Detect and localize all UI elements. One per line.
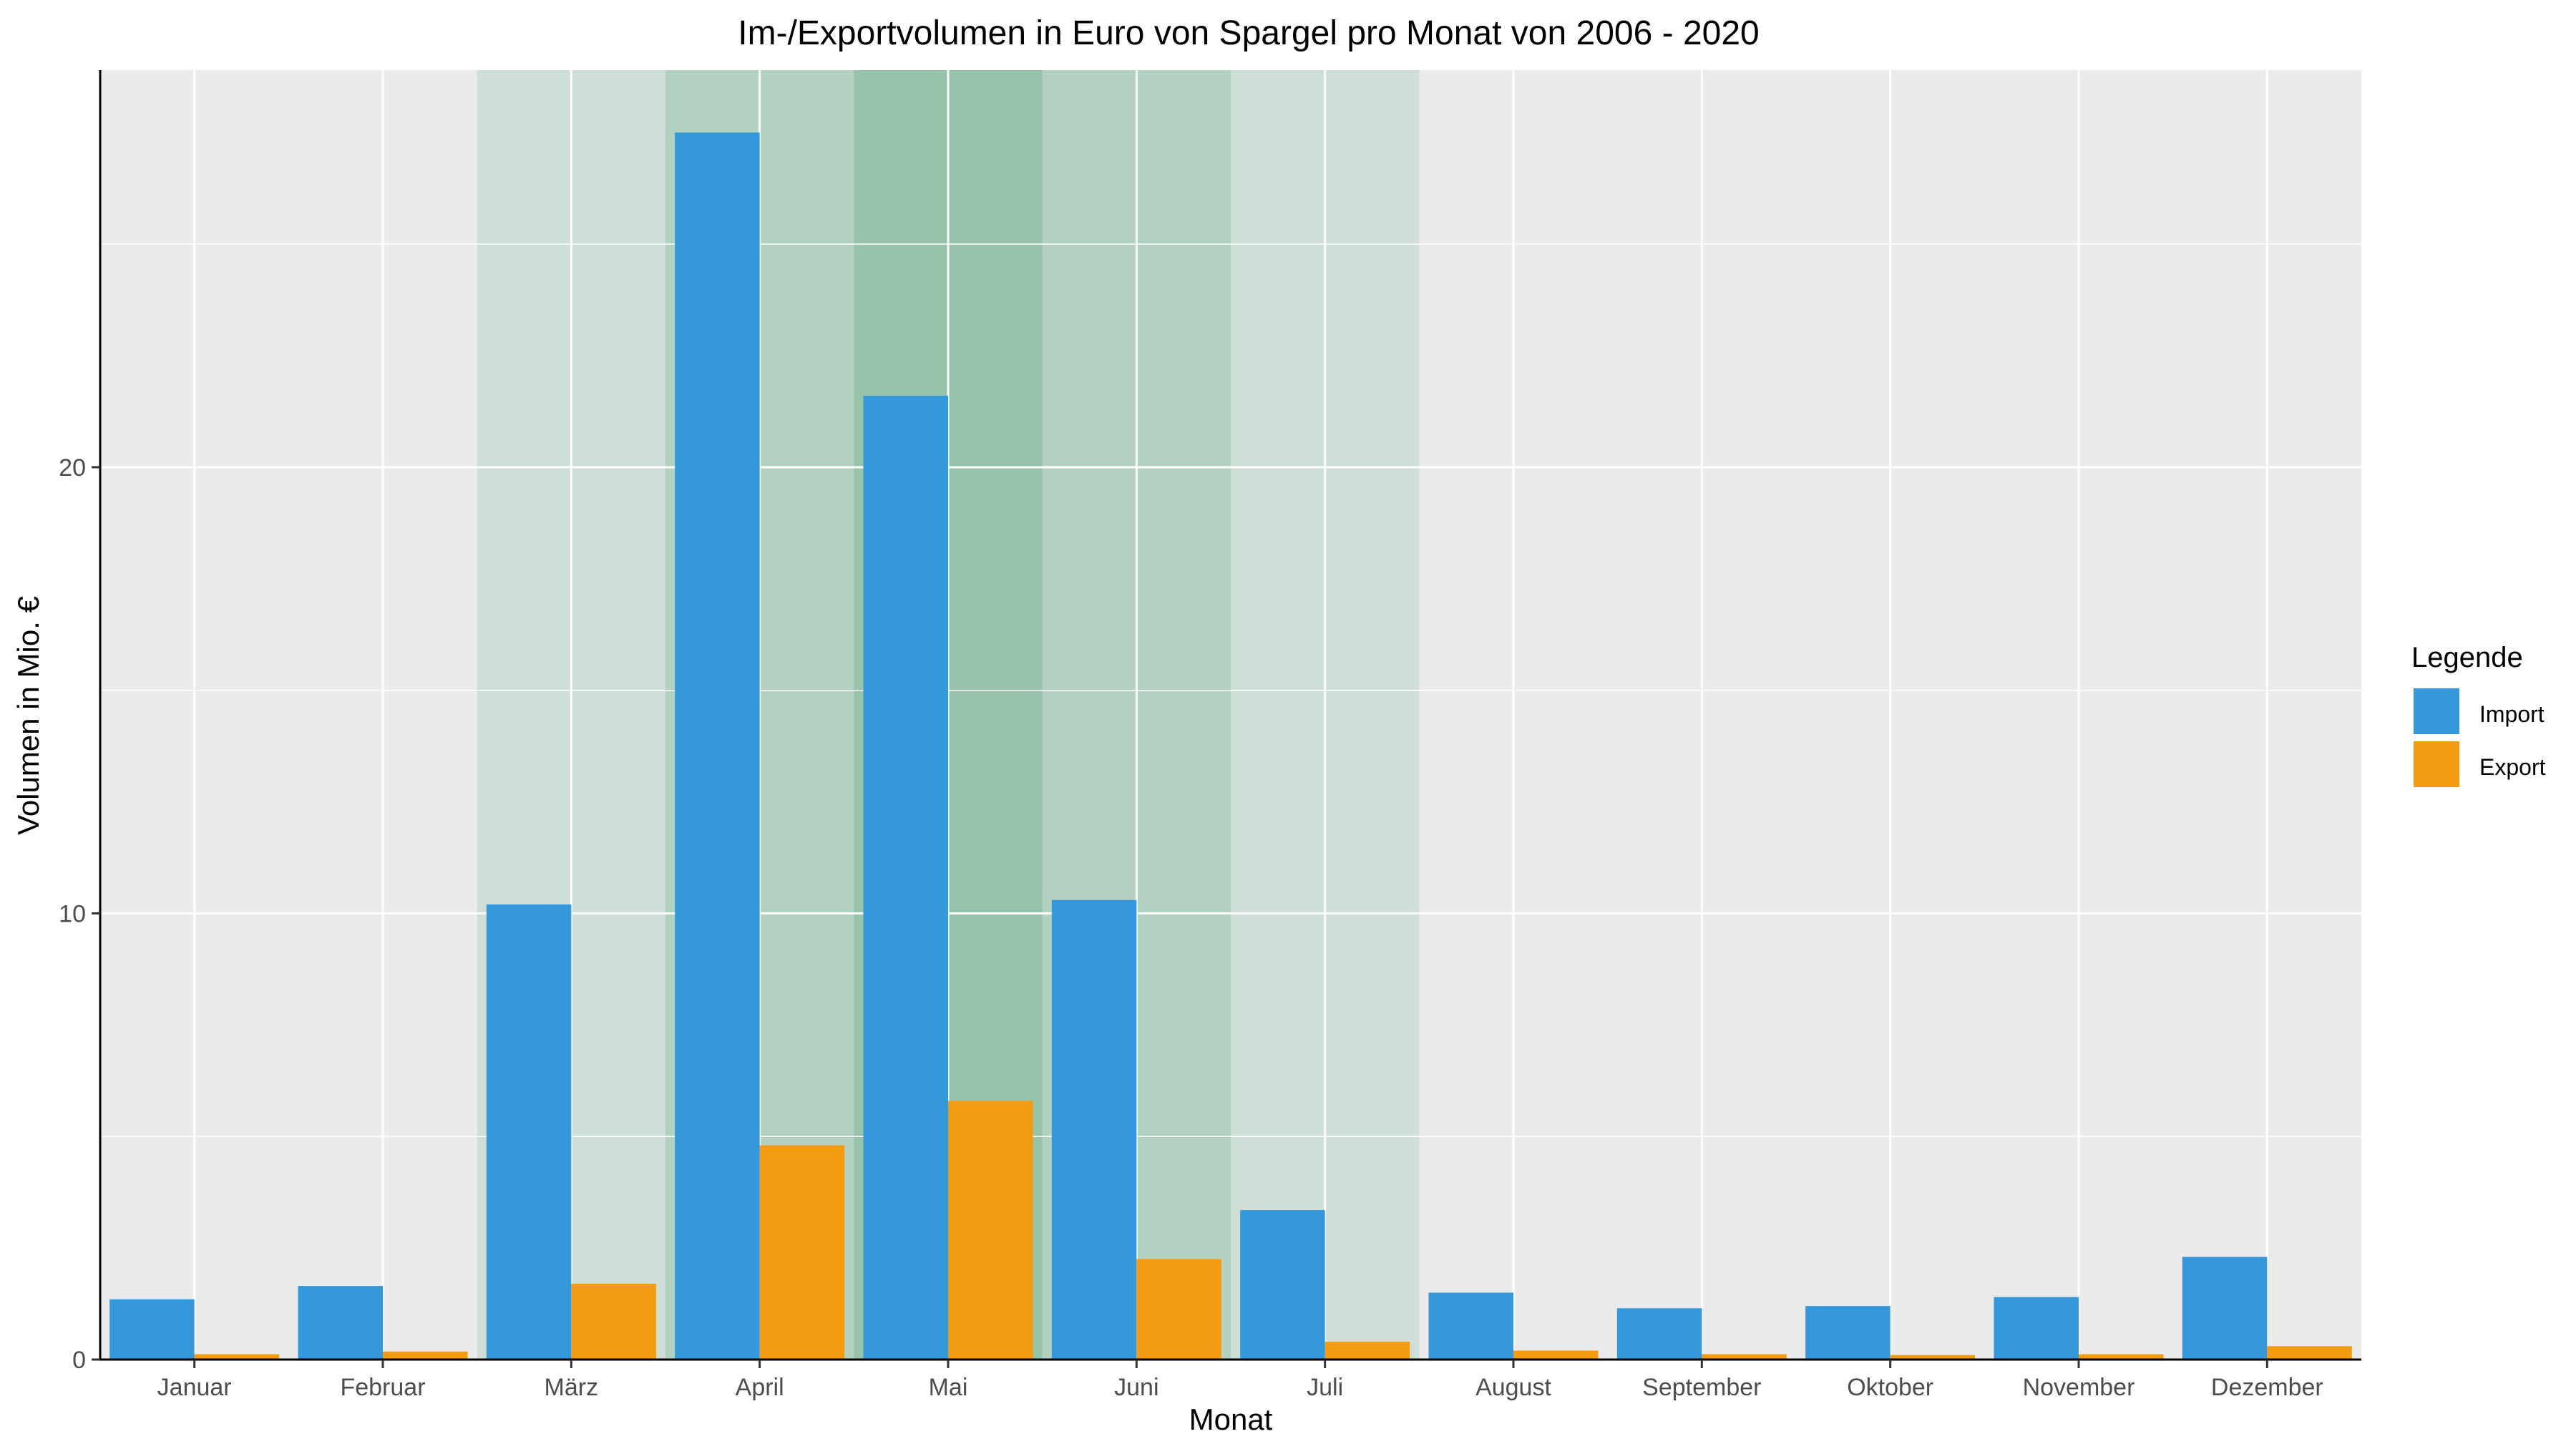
bar-export-juni <box>1136 1259 1221 1360</box>
bar-import-dezember <box>2182 1257 2268 1360</box>
x-tick-label: Mai <box>929 1374 968 1401</box>
x-tick-label: November <box>2023 1374 2135 1401</box>
x-ticks: Januar Februar März April Mai Juni Juli August S… <box>157 1360 2323 1401</box>
bar-export-oktober <box>1890 1355 1976 1360</box>
bar-export-januar <box>194 1354 280 1360</box>
x-axis-title: Monat <box>1189 1402 1273 1436</box>
x-tick-label: August <box>1475 1374 1551 1401</box>
bar-export-august <box>1513 1350 1599 1360</box>
bar-import-januar <box>109 1299 195 1360</box>
bar-export-mai <box>948 1101 1033 1360</box>
bar-import-februar <box>298 1286 383 1360</box>
y-axis-title: Volumen in Mio. € <box>11 596 45 835</box>
legend-key-export <box>2414 741 2459 787</box>
plot-panel <box>100 70 2361 1360</box>
bar-import-oktober <box>1805 1306 1890 1360</box>
legend-label-import: Import <box>2479 701 2545 727</box>
y-ticks: 0 10 20 <box>59 454 100 1374</box>
bar-export-dezember <box>2267 1346 2352 1360</box>
bar-export-september <box>1702 1354 1787 1360</box>
x-tick-label: Januar <box>157 1374 232 1401</box>
bar-import-juli <box>1240 1210 1325 1360</box>
chart-title: Im-/Exportvolumen in Euro von Spargel pr… <box>738 14 1759 52</box>
bar-export-november <box>2079 1354 2164 1360</box>
bars-layer <box>109 132 2352 1360</box>
bar-import-august <box>1428 1292 1513 1360</box>
legend-key-import <box>2414 688 2459 734</box>
legend-label-export: Export <box>2479 754 2546 780</box>
bar-export-märz <box>571 1284 656 1360</box>
bar-import-juni <box>1051 899 1137 1360</box>
legend: Legende Import Export <box>2411 642 2546 787</box>
x-tick-label: Juli <box>1307 1374 1343 1401</box>
bar-import-april <box>675 132 760 1360</box>
bar-import-november <box>1994 1297 2079 1360</box>
bar-import-märz <box>486 904 572 1360</box>
x-tick-label: April <box>736 1374 784 1401</box>
y-tick-label: 10 <box>59 900 86 927</box>
bar-import-september <box>1616 1308 1702 1360</box>
x-tick-label: Juni <box>1114 1374 1158 1401</box>
x-tick-label: September <box>1642 1374 1761 1401</box>
y-tick-label: 0 <box>72 1347 86 1374</box>
legend-title: Legende <box>2411 642 2523 673</box>
x-tick-label: Oktober <box>1847 1374 1933 1401</box>
x-tick-label: Dezember <box>2211 1374 2323 1401</box>
y-tick-label: 20 <box>59 454 86 482</box>
x-tick-label: März <box>545 1374 599 1401</box>
x-tick-label: Februar <box>340 1374 425 1401</box>
bar-export-april <box>759 1145 845 1360</box>
bar-export-juli <box>1324 1342 1410 1360</box>
bar-export-februar <box>383 1351 468 1360</box>
bar-import-mai <box>863 396 948 1360</box>
